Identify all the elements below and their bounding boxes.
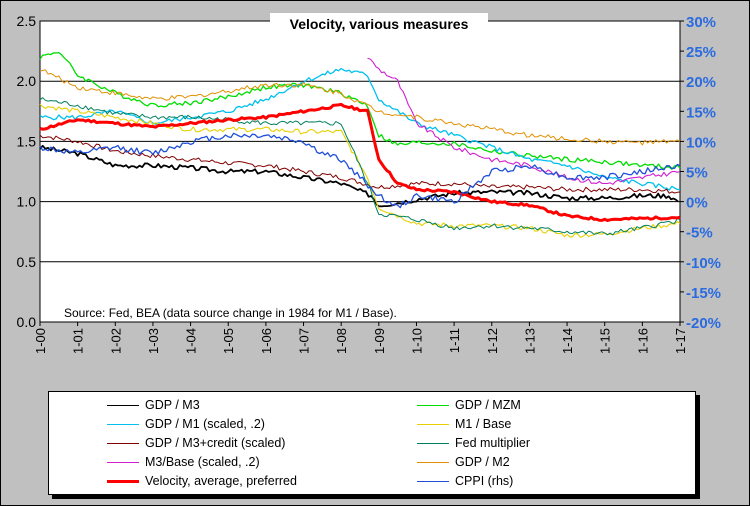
y-tick-label-right: -15% (686, 285, 721, 302)
series-layer (39, 51, 681, 238)
x-tick-label: 1-04 (184, 328, 199, 354)
x-tick-label: 1-12 (485, 328, 500, 354)
legend-item: Velocity, average, preferred (107, 472, 297, 490)
source-annotation: Source: Fed, BEA (data source change in … (64, 306, 397, 320)
legend-label: GDP / M3+credit (scaled) (145, 436, 286, 450)
x-tick-label: 1-10 (409, 328, 424, 354)
legend-swatch (107, 404, 139, 406)
y-tick-label-left: 0.5 (17, 254, 37, 270)
left-axis: 0.0 0.5 1.0 1.5 2.0 2.5 (17, 13, 37, 330)
x-tick-label: 1-01 (71, 328, 86, 354)
legend-label: GDP / M2 (455, 455, 510, 469)
x-tick-label: 1-13 (522, 328, 537, 354)
y-tick-label-right: -5% (686, 225, 713, 242)
y-tick-label-left: 0.0 (17, 314, 37, 330)
y-tick-label-left: 1.5 (17, 133, 37, 149)
legend-item: GDP / M3 (107, 396, 200, 414)
y-tick-label-left: 2.0 (17, 73, 37, 89)
x-tick-label: 1-07 (297, 328, 312, 354)
y-tick-label-right: 10% (686, 134, 716, 151)
legend-label: GDP / M3 (145, 398, 200, 412)
x-tick-label: 1-06 (259, 328, 274, 354)
series-line (39, 102, 681, 222)
chart-title: Velocity, various measures (290, 16, 469, 32)
legend-label: Fed multiplier (455, 436, 531, 450)
x-axis: 1-00 1-01 1-02 1-03 1-04 1-05 1-06 1-07 1-08 1-09… (33, 322, 688, 354)
legend-label: GDP / M1 (scaled, .2) (145, 417, 265, 431)
series-line (39, 134, 681, 194)
y-tick-label-left: 2.5 (17, 13, 37, 29)
legend: GDP / M3 GDP / MZM GDP / M1 (scaled, .2) M1… (48, 391, 696, 495)
legend-swatch (417, 404, 449, 406)
legend-item: GDP / M2 (417, 453, 510, 471)
y-tick-label-right: 15% (686, 104, 716, 121)
legend-label: M1 / Base (455, 417, 512, 431)
legend-label: GDP / MZM (455, 398, 521, 412)
legend-item: GDP / M3+credit (scaled) (107, 434, 285, 452)
legend-item: Fed multiplier (417, 434, 530, 452)
legend-item: GDP / M1 (scaled, .2) (107, 415, 265, 433)
series-line (39, 97, 681, 236)
series-line (39, 144, 679, 208)
series-line (39, 132, 681, 209)
x-tick-label: 1-11 (447, 328, 462, 353)
y-tick-label-right: 20% (686, 74, 716, 91)
legend-label: CPPI (rhs) (455, 474, 514, 488)
legend-swatch (107, 479, 139, 483)
title-box (270, 13, 488, 35)
x-tick-label: 1-03 (146, 328, 161, 354)
y-tick-label-right: 0% (686, 195, 708, 212)
right-axis: 30% 25% 20% 15% 10% 5% 0% -5% -10% -15% -20% (680, 14, 721, 332)
x-tick-label: 1-15 (598, 328, 613, 354)
legend-item: GDP / MZM (417, 396, 521, 414)
y-tick-label-right: 30% (686, 14, 716, 31)
series-line (39, 51, 681, 170)
series-line (39, 103, 681, 238)
legend-swatch (417, 423, 449, 425)
x-tick-label: 1-16 (635, 328, 650, 354)
series-line (367, 57, 681, 185)
grid-lines (40, 80, 680, 263)
x-tick-label: 1-08 (334, 328, 349, 354)
x-tick-label: 1-05 (221, 328, 236, 354)
y-tick-label-left: 1.0 (17, 194, 37, 210)
y-tick-label-right: 5% (686, 165, 708, 182)
legend-swatch (417, 442, 449, 444)
legend-item: CPPI (rhs) (417, 472, 513, 490)
legend-swatch (417, 480, 449, 482)
y-tick-label-right: -10% (686, 255, 721, 272)
legend-swatch (107, 442, 139, 444)
legend-item: M3/Base (scaled, .2) (107, 453, 260, 471)
legend-label: M3/Base (scaled, .2) (145, 455, 260, 469)
legend-swatch (417, 461, 449, 463)
legend-swatch (107, 461, 139, 463)
x-tick-label: 1-00 (33, 328, 48, 354)
series-line (39, 69, 681, 146)
y-tick-label-right: -20% (686, 315, 721, 332)
x-tick-label: 1-02 (108, 328, 123, 354)
legend-item: M1 / Base (417, 415, 511, 433)
legend-label: Velocity, average, preferred (145, 474, 297, 488)
x-tick-label: 1-09 (372, 328, 387, 354)
y-tick-label-right: 25% (686, 44, 716, 61)
x-tick-label: 1-17 (673, 328, 688, 354)
x-tick-label: 1-14 (560, 328, 575, 354)
legend-swatch (107, 423, 139, 425)
